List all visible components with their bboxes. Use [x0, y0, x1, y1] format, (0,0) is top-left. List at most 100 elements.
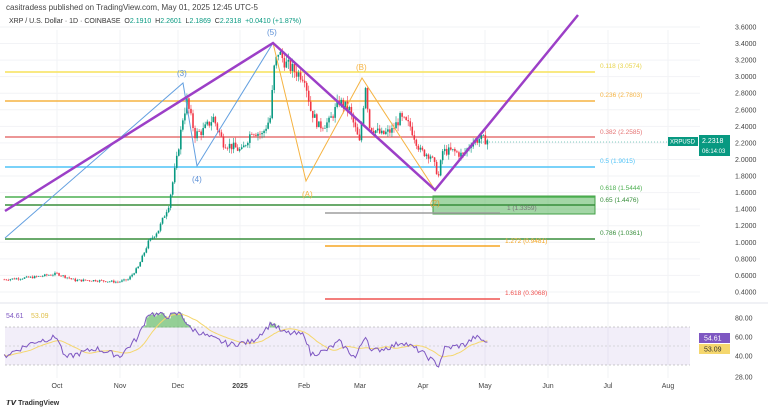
candle-body	[171, 182, 174, 195]
rsi-value-tag	[699, 333, 730, 343]
fib-lines	[5, 71, 595, 300]
candle-body	[224, 147, 227, 149]
candle-body	[381, 130, 383, 134]
candle-body	[399, 113, 401, 126]
price-tick-label: 1.6000	[735, 190, 757, 197]
candle-body	[391, 128, 393, 133]
candle-body	[123, 279, 125, 281]
wave-labels: (3) (4) (5) (A) (B) (2)	[177, 28, 440, 208]
candle-body	[307, 90, 310, 102]
candle-body	[232, 142, 235, 150]
candle-body	[210, 122, 213, 126]
time-axis[interactable]: Oct Nov Dec 2025 Feb Mar Apr May Jun Jul Aug	[52, 383, 675, 390]
impulse-wave-line	[4, 42, 274, 239]
candle-body	[425, 154, 428, 157]
candle-body	[106, 281, 109, 283]
candle-body	[62, 275, 64, 276]
candle-body	[387, 129, 389, 132]
candle-body	[370, 127, 373, 131]
candle-body	[482, 135, 485, 136]
rsi-axis[interactable]: 80.00 60.00 40.00 28.00	[735, 316, 753, 382]
candle-body	[460, 152, 462, 157]
time-tick-label: Apr	[418, 383, 430, 390]
candle-body	[90, 280, 93, 282]
candle-body	[431, 156, 434, 158]
candle-body	[342, 99, 345, 108]
candle-body	[415, 139, 418, 146]
candle-body	[111, 280, 113, 282]
candle-body	[287, 59, 290, 62]
symbol-name[interactable]: XRP / U.S. Dollar · 1D · COINBASE	[9, 18, 121, 25]
candle-body	[35, 276, 38, 277]
candle-body	[29, 276, 32, 278]
candle-body	[180, 129, 182, 150]
candle-body	[401, 113, 403, 117]
candle-body	[427, 154, 430, 159]
candle-body	[454, 148, 456, 152]
rsi-signal-tag-text: 53.09	[704, 347, 722, 354]
candle-body	[149, 238, 152, 241]
wave-label-b: (B)	[356, 63, 367, 72]
candle-body	[476, 139, 479, 143]
candle-body	[344, 101, 347, 108]
candle-body	[242, 145, 245, 148]
time-tick-label: Aug	[662, 383, 675, 390]
candle-body	[72, 278, 75, 280]
candle-body	[291, 64, 294, 72]
candle-body	[216, 123, 219, 130]
price-tick-label: 1.0000	[735, 240, 757, 247]
candle-body	[281, 51, 284, 59]
time-tick-label: 2025	[232, 383, 248, 390]
candle-body	[206, 121, 209, 125]
candle-body	[297, 72, 300, 77]
candle-body	[157, 230, 160, 234]
fib-label-05: 0.5 (1.9015)	[600, 158, 635, 165]
candle-body	[322, 128, 324, 129]
candle-body	[305, 82, 308, 91]
price-axis[interactable]: 3.6000 3.4000 3.2000 3.0000 2.8000 2.6000 2.40…	[735, 25, 757, 297]
candle-body	[60, 275, 62, 277]
candle-body	[295, 71, 298, 77]
candle-body	[173, 167, 176, 183]
candle-body	[33, 276, 36, 279]
candle-body	[147, 240, 150, 249]
candle-body	[445, 148, 448, 155]
rsi-signal-tag	[699, 344, 730, 354]
candle-body	[127, 279, 129, 281]
candle-body	[450, 147, 452, 150]
candle-body	[289, 59, 292, 72]
price-tick-label: 0.6000	[735, 273, 757, 280]
candle-body	[269, 118, 271, 123]
candle-body	[230, 143, 233, 150]
ext-label-1618: 1.618 (0.3068)	[505, 290, 547, 297]
price-tick-label: 2.4000	[735, 124, 757, 131]
time-tick-label: Jul	[604, 383, 613, 390]
candle-body	[443, 148, 446, 152]
rsi-tick-label: 40.00	[735, 354, 753, 361]
logo-icon: 𝙏𝙑	[6, 400, 19, 407]
price-tick-label: 3.4000	[735, 41, 757, 48]
time-tick-label: Feb	[298, 383, 310, 390]
candle-body	[358, 134, 361, 141]
ext-label-1: 1 (1.3359)	[507, 205, 537, 212]
candle-body	[68, 277, 70, 279]
candle-body	[311, 110, 314, 118]
abc-wave-line	[272, 42, 436, 191]
candle-body	[182, 120, 184, 130]
candle-body	[478, 139, 481, 143]
candle-body	[96, 281, 99, 282]
candle-body	[318, 121, 320, 128]
candle-body	[214, 116, 217, 124]
price-tag-countdown: 06:14:03	[702, 149, 726, 155]
rsi-legend-value: 54.61	[6, 313, 24, 320]
price-tick-label: 3.2000	[735, 58, 757, 65]
fib-label-065: 0.65 (1.4476)	[600, 197, 639, 204]
candle-body	[356, 127, 359, 135]
candle-body	[447, 147, 450, 155]
candle-body	[133, 273, 135, 275]
fib-label-0786: 0.786 (1.0361)	[600, 230, 642, 237]
candle-body	[139, 262, 142, 267]
price-tick-label: 0.8000	[735, 256, 757, 263]
candle-body	[163, 216, 166, 218]
